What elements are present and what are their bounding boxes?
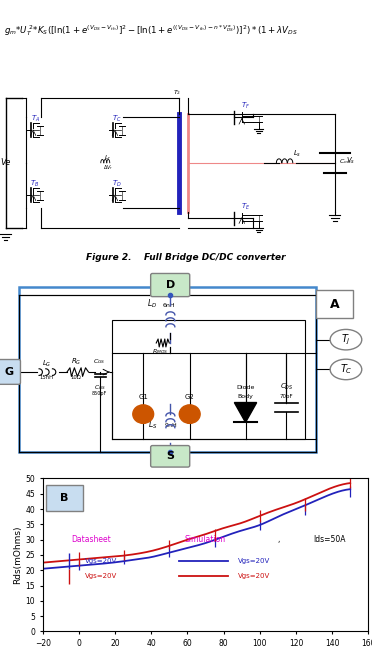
Text: Ids=50A: Ids=50A bbox=[313, 535, 346, 544]
Text: $C_{DS}$: $C_{DS}$ bbox=[280, 382, 293, 393]
Text: Vgs=20V: Vgs=20V bbox=[238, 574, 270, 579]
Text: S: S bbox=[166, 451, 174, 461]
Text: $T_C$: $T_C$ bbox=[340, 363, 352, 376]
FancyBboxPatch shape bbox=[112, 320, 305, 439]
Text: G: G bbox=[5, 367, 14, 377]
Text: 70pF: 70pF bbox=[280, 394, 293, 398]
Text: Vgs=20V: Vgs=20V bbox=[85, 574, 117, 579]
Text: Datasheet: Datasheet bbox=[72, 535, 112, 544]
Text: $T_j$: $T_j$ bbox=[341, 333, 351, 347]
Text: G2: G2 bbox=[185, 395, 195, 400]
Text: $T_D$: $T_D$ bbox=[112, 178, 122, 189]
Text: Figure 2.    Full Bridge DC/DC converter: Figure 2. Full Bridge DC/DC converter bbox=[86, 253, 286, 262]
Text: $R_{MOS}$: $R_{MOS}$ bbox=[152, 347, 168, 356]
Text: $T_2$: $T_2$ bbox=[173, 89, 181, 97]
Text: Diode: Diode bbox=[236, 385, 255, 391]
Text: $L_D$: $L_D$ bbox=[147, 298, 158, 310]
Text: Vgs=20V: Vgs=20V bbox=[85, 558, 117, 564]
FancyBboxPatch shape bbox=[19, 286, 316, 452]
Text: $\Delta V_r$: $\Delta V_r$ bbox=[103, 163, 113, 172]
Text: $T_B$: $T_B$ bbox=[31, 178, 40, 189]
Text: Body: Body bbox=[238, 394, 253, 398]
Text: $L_r$: $L_r$ bbox=[104, 154, 112, 162]
Text: 850pF: 850pF bbox=[92, 391, 107, 396]
Text: 10Ω: 10Ω bbox=[71, 375, 81, 380]
Text: $L_s$: $L_s$ bbox=[294, 149, 302, 159]
Text: B: B bbox=[60, 493, 68, 503]
Text: $C_{out}$: $C_{out}$ bbox=[339, 157, 352, 165]
Text: Vgs=20V: Vgs=20V bbox=[238, 558, 270, 564]
FancyBboxPatch shape bbox=[151, 273, 190, 297]
Text: 6nH: 6nH bbox=[163, 303, 176, 307]
Y-axis label: Rds(mOhms): Rds(mOhms) bbox=[14, 526, 23, 584]
Text: 15nH: 15nH bbox=[39, 375, 54, 380]
Text: G1: G1 bbox=[138, 395, 148, 400]
Text: $C_{GS}$: $C_{GS}$ bbox=[93, 357, 106, 367]
FancyBboxPatch shape bbox=[0, 359, 20, 384]
Text: A: A bbox=[330, 298, 340, 311]
Text: $L_G$: $L_G$ bbox=[42, 359, 51, 369]
FancyBboxPatch shape bbox=[316, 290, 353, 318]
Text: $T_C$: $T_C$ bbox=[112, 113, 122, 124]
Text: $C_{GS}$: $C_{GS}$ bbox=[94, 383, 106, 391]
Text: ,: , bbox=[277, 535, 279, 544]
Text: $L_S$: $L_S$ bbox=[148, 419, 157, 431]
Text: D: D bbox=[166, 280, 175, 290]
Text: $T_A$: $T_A$ bbox=[31, 113, 40, 124]
Text: $g_m$$*U_T^{\ 2}$$*K_S$$([\ln(1+e^{(V_{DS}-V_{th})}]^2-[\ln(1+e^{((V_{DS}-V_{th}: $g_m$$*U_T^{\ 2}$$*K_S$$([\ln(1+e^{(V_{D… bbox=[4, 23, 298, 38]
Text: Simulation: Simulation bbox=[185, 535, 226, 544]
Text: 9nH: 9nH bbox=[165, 423, 177, 428]
Ellipse shape bbox=[330, 359, 362, 380]
Text: $T_E$: $T_E$ bbox=[241, 201, 250, 212]
FancyBboxPatch shape bbox=[46, 484, 83, 510]
Text: Ve: Ve bbox=[1, 158, 11, 167]
Polygon shape bbox=[234, 402, 257, 422]
Text: $R_G$: $R_G$ bbox=[71, 357, 81, 367]
FancyBboxPatch shape bbox=[151, 445, 190, 467]
Text: $T_F$: $T_F$ bbox=[241, 100, 250, 111]
Circle shape bbox=[179, 405, 200, 423]
Ellipse shape bbox=[330, 329, 362, 350]
Circle shape bbox=[133, 405, 154, 423]
Text: $V_s$: $V_s$ bbox=[346, 156, 355, 166]
